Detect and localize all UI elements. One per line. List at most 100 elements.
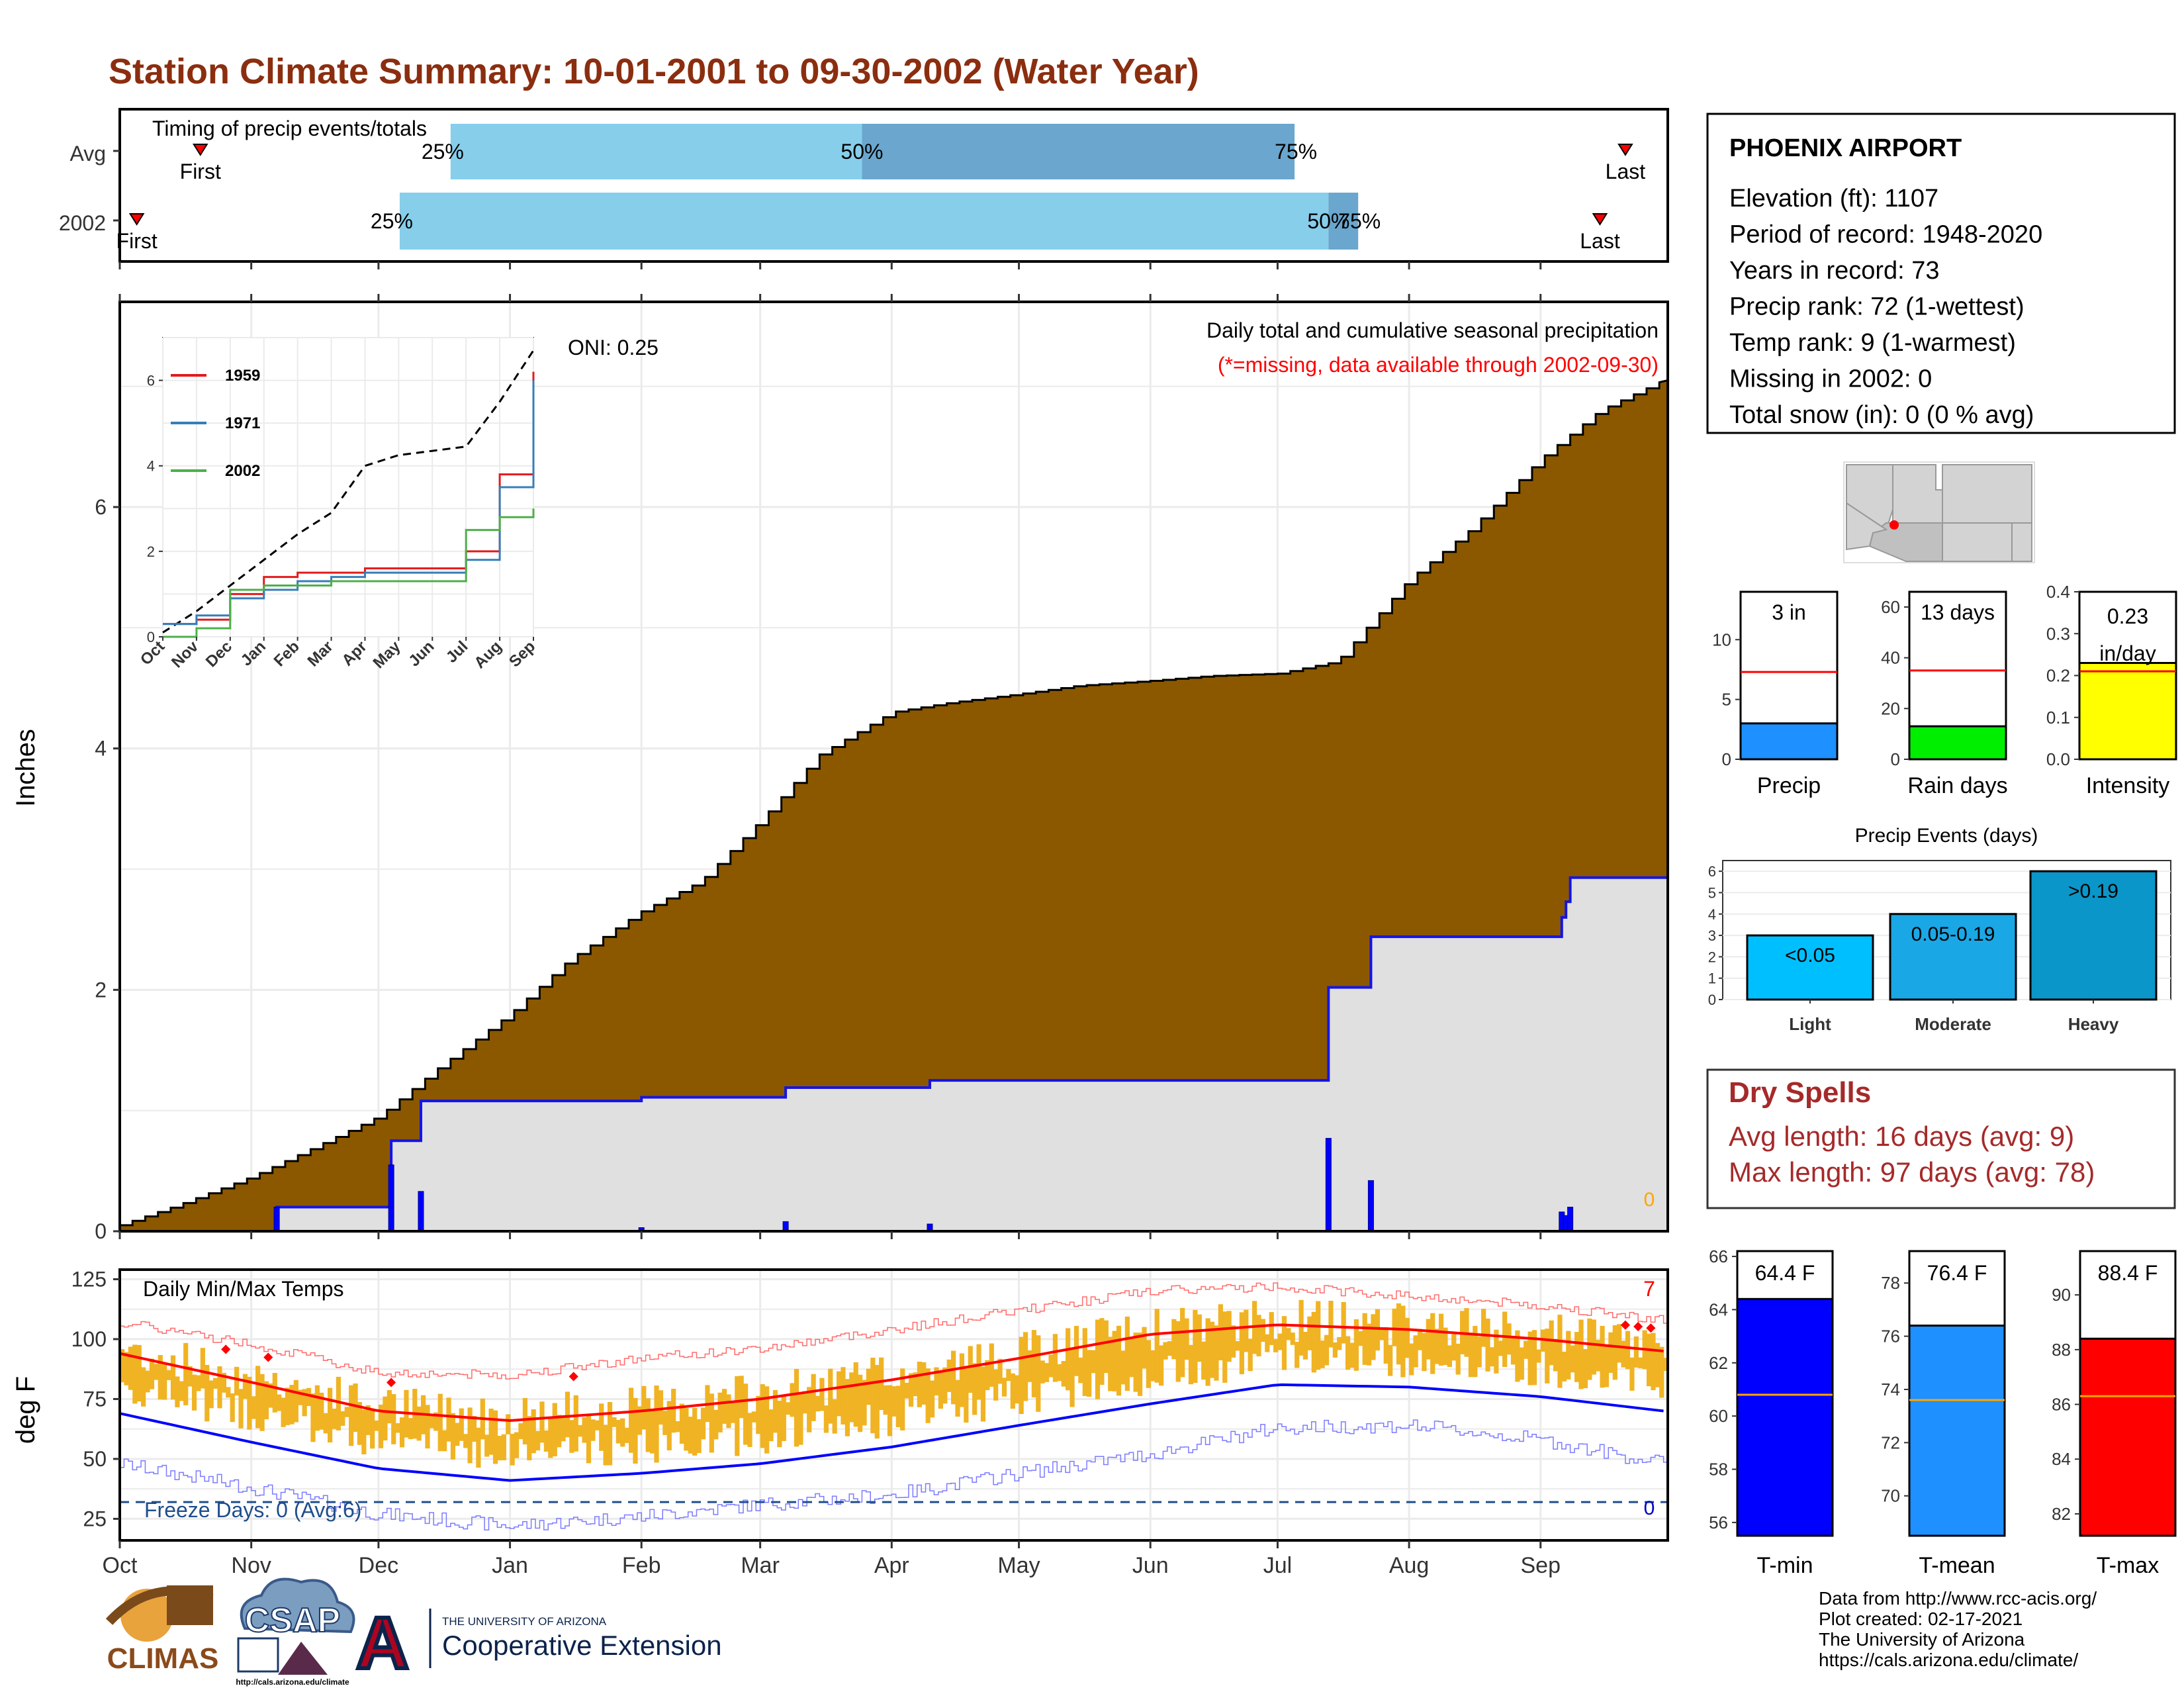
temp-bar-tick-label-2-4: 90 [2052,1285,2071,1305]
daily-temp-bar [497,1436,502,1461]
station-info-line-2: Years in record: 73 [1729,257,1940,285]
map-state-new-mexico [1942,522,2013,562]
daily-temp-bar [332,1408,337,1429]
daily-temp-bar [1010,1373,1015,1409]
temp-panel: deg F 25 50 75 100 125 Daily Min/Max Temps F… [11,1267,1669,1542]
daily-temp-bar [128,1346,134,1390]
timing-label-75-0: 75% [1275,140,1317,164]
daily-temp-bar [205,1364,210,1422]
daily-temp-bar [1307,1316,1312,1350]
month-label-May: May [997,1553,1040,1578]
daily-precip-bar-6 [1325,1138,1332,1232]
daily-temp-bar [1422,1333,1427,1372]
dry-spells-frame [1706,1068,2176,1209]
daily-temp-bar [1557,1315,1563,1388]
daily-temp-bar [739,1376,744,1419]
inset-ytick-label-2: 2 [147,543,155,560]
daily-temp-bar [1061,1361,1066,1387]
daily-temp-bar [828,1368,833,1424]
month-label-Sep: Sep [1521,1553,1561,1578]
timing-label-75-1: 75% [1338,209,1381,233]
daily-temp-bar [972,1363,978,1415]
map-state-colorado [1942,464,2032,524]
daily-temp-bar [883,1385,888,1415]
daily-temp-bar [786,1402,791,1415]
inset-frame [162,337,534,637]
daily-temp-bar [1443,1327,1448,1366]
summary-bar-tick-label-0-2: 10 [1712,630,1731,649]
daily-temp-bar [955,1380,960,1417]
daily-temp-bar [874,1364,880,1439]
daily-temp-bar [853,1362,858,1427]
daily-temp-bar [1295,1342,1300,1368]
daily-temp-bar [1087,1350,1092,1397]
daily-temp-bar [1553,1338,1559,1372]
daily-temp-bar [1048,1354,1054,1378]
last-event-marker-1 [1592,213,1608,226]
daily-temp-bar [599,1403,604,1451]
daily-temp-bar [1400,1305,1406,1378]
events-ytick-label-1: 1 [1708,970,1716,987]
daily-temp-bar [756,1395,761,1434]
daily-temp-bar [230,1393,235,1423]
map-state-california [1846,502,1888,551]
daily-temp-bar [1578,1319,1584,1389]
summary-bar-Intensity [2078,662,2177,761]
freeze-label: Freeze Days: 0 (Avg:6) [144,1498,361,1522]
daily-temp-bar [684,1407,689,1451]
daily-temp-bar [997,1358,1003,1384]
daily-temp-bar [976,1344,981,1400]
daily-temp-bar [1349,1342,1355,1368]
daily-temp-bar [942,1367,948,1404]
daily-temp-bar [370,1408,375,1449]
station-info-line-5: Missing in 2002: 0 [1729,365,1932,393]
daily-temp-bar [1549,1320,1554,1366]
last-event-marker-0 [1617,144,1633,156]
daily-temp-bar [1120,1350,1126,1385]
daily-temp-bar [1404,1317,1410,1358]
temp-bar-tick-label-0-1: 58 [1709,1460,1728,1479]
station-info-line-6: Total snow (in): 0 (0 % avg) [1729,401,2034,429]
daily-temp-bar [281,1397,286,1427]
daily-temp-bar [573,1395,578,1452]
daily-temp-bar [136,1344,142,1402]
daily-temp-bar [1388,1344,1393,1376]
timing-bar-50-75-0 [862,124,1295,179]
daily-temp-bar [1659,1346,1664,1398]
daily-temp-bar [1218,1304,1223,1361]
daily-temp-bar [442,1430,447,1452]
daily-temp-bar [1625,1331,1631,1370]
daily-temp-bar [353,1383,358,1432]
timing-bar-50-75-1 [1328,193,1359,250]
inset-legend-label-1959: 1959 [225,367,260,385]
events-ytick-label-5: 5 [1708,884,1716,901]
events-ytick-label-6: 6 [1708,863,1716,880]
daily-temp-bar [387,1390,392,1424]
daily-temp-bar [145,1370,150,1393]
summary-bar-tick-label-2-0: 0.0 [2046,749,2070,769]
daily-temp-bar [879,1357,884,1411]
dry-spells-max: Max length: 97 days (avg: 78) [1729,1156,2095,1188]
summary-bar-value-1: 13 days [1921,600,1995,624]
daily-precip-bar-4 [782,1221,789,1232]
daily-temp-bar [175,1376,180,1407]
daily-temp-bar [277,1394,282,1411]
precip-events-panel: Precip Events (days) 0 1 2 3 4 5 6 <0.05 Light 0.… [1708,825,2171,1034]
temp-bar-tick-label-2-2: 86 [2052,1395,2071,1415]
daily-temp-bar [1188,1344,1194,1385]
daily-temp-bar [425,1405,430,1449]
daily-temp-bar [1095,1319,1101,1399]
daily-temp-bar [1197,1314,1202,1362]
daily-temp-bar [124,1352,129,1385]
daily-precip-bar-10 [1567,1207,1574,1232]
daily-temp-bar [183,1342,189,1405]
daily-temp-bar [552,1403,557,1457]
daily-temp-bar [395,1423,400,1433]
daily-temp-bar [1510,1337,1516,1365]
record-high-count: 7 [1643,1277,1655,1301]
temp-bar-tick-label-1-0: 70 [1881,1486,1900,1506]
event-bar-label-1: 0.05-0.19 [1911,923,1995,945]
daily-temp-bar [455,1423,460,1446]
daily-temp-bar [1371,1314,1376,1360]
daily-temp-bar [1473,1326,1478,1378]
